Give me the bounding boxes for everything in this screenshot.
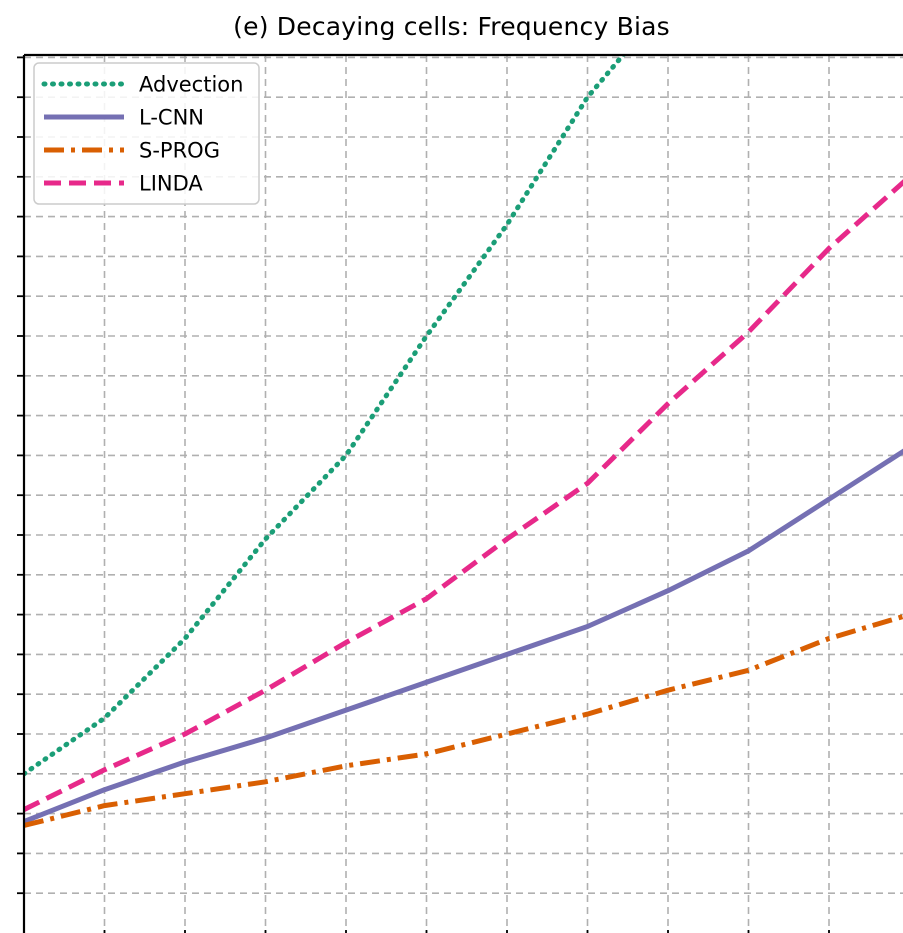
legend-label-advection: Advection: [139, 73, 243, 97]
series-line-linda: [24, 179, 903, 812]
legend-label-s-prog: S-PROG: [139, 139, 220, 163]
legend: Advection L-CNN S-PROG LINDA: [33, 62, 260, 205]
axes: [17, 53, 903, 933]
series-line-l-cnn: [24, 448, 903, 824]
series-lines: [24, 55, 903, 828]
series-line-s-prog: [24, 613, 903, 828]
chart-title: (e) Decaying cells: Frequency Bias: [233, 12, 670, 41]
legend-label-linda: LINDA: [139, 172, 203, 196]
legend-label-l-cnn: L-CNN: [139, 106, 204, 130]
legend-box: [33, 62, 260, 205]
